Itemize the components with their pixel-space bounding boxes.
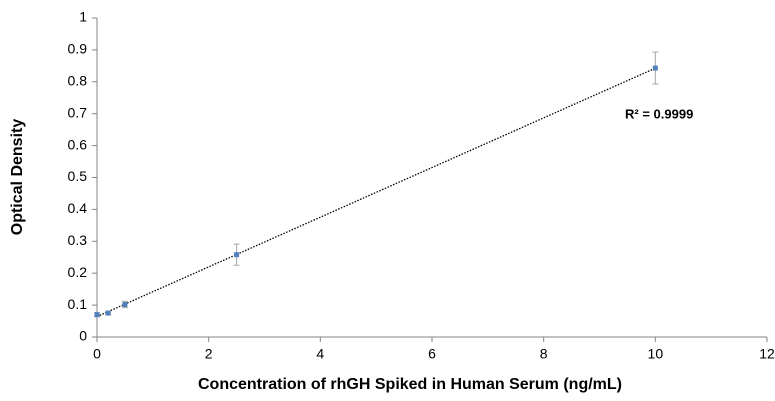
y-tick-label: 0.3 xyxy=(68,232,88,248)
y-tick-label: 0.9 xyxy=(68,41,88,57)
data-point xyxy=(652,65,658,71)
data-point xyxy=(234,252,240,258)
y-tick-label: 1 xyxy=(79,9,87,25)
x-tick-label: 8 xyxy=(540,346,548,362)
annotation: R² = 0.9999 xyxy=(625,106,693,121)
x-tick-label: 2 xyxy=(205,346,213,362)
y-tick-label: 0.5 xyxy=(68,168,88,184)
x-tick-label: 12 xyxy=(759,346,775,362)
y-tick-label: 0.7 xyxy=(68,104,88,120)
data-point xyxy=(105,310,111,316)
x-tick-label: 6 xyxy=(428,346,436,362)
y-tick-label: 0.1 xyxy=(68,296,88,312)
x-tick-label: 10 xyxy=(648,346,664,362)
trendline xyxy=(96,67,656,318)
x-axis-title: Concentration of rhGH Spiked in Human Se… xyxy=(198,376,622,393)
x-tick-label: 4 xyxy=(316,346,324,362)
data-point xyxy=(94,312,100,318)
y-tick-label: 0.4 xyxy=(68,200,88,216)
data-point xyxy=(122,301,128,307)
y-tick-label: 0 xyxy=(79,328,87,344)
y-tick-label: 0.6 xyxy=(68,136,88,152)
x-tick-label: 0 xyxy=(93,346,101,362)
y-tick-label: 0.2 xyxy=(68,264,88,280)
y-tick-label: 0.8 xyxy=(68,73,88,89)
y-axis-title: Optical Density xyxy=(9,119,26,236)
